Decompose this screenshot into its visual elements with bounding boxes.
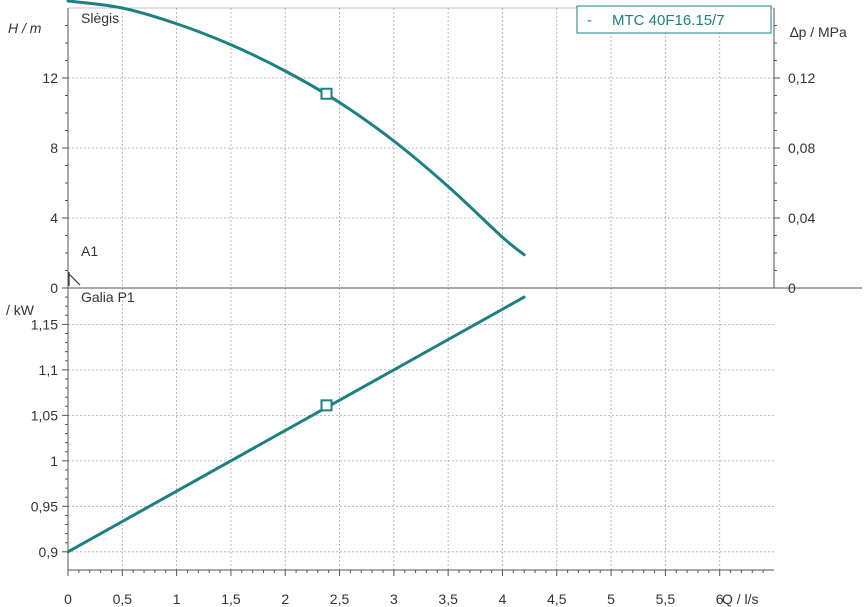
- head-duty-point-marker: [320, 87, 333, 100]
- head-ylabel-italic: H / m: [8, 20, 42, 36]
- x-tick-label: 1: [173, 591, 181, 607]
- x-tick-label: 4: [499, 591, 507, 607]
- head-y2-tick-label: 0: [788, 280, 796, 296]
- power-duty-point-marker: [320, 399, 333, 412]
- head-y-tick-label: 12: [42, 70, 58, 86]
- a1-corner-glyph: [68, 272, 81, 286]
- x-tick-label: 0: [64, 591, 72, 607]
- series-layer: [66, 0, 526, 554]
- power-y-tick-label: 1,05: [31, 407, 58, 423]
- power-y-tick-label: 1: [50, 453, 58, 469]
- head-y-tick-label: 8: [50, 140, 58, 156]
- head-y2-tick-label: 0,08: [788, 140, 815, 156]
- axis-layer: [62, 7, 862, 576]
- head-y-tick-label: 4: [50, 210, 58, 226]
- legend-label: MTC 40F16.15/7: [612, 12, 725, 29]
- x-tick-label: 1,5: [221, 591, 241, 607]
- x-tick-label: 6: [716, 591, 724, 607]
- power-ylabel: / kW: [6, 302, 35, 318]
- grid-layer: [68, 8, 774, 570]
- legend: - MTC 40F16.15/7: [576, 5, 772, 34]
- x-tick-label: 3: [390, 591, 398, 607]
- x-tick-label: 0,5: [113, 591, 133, 607]
- head-ylabel: H / m: [8, 20, 42, 36]
- power-y-tick-label: 0,9: [39, 544, 59, 560]
- power-panel-title: Galia P1: [81, 289, 135, 305]
- head-y2label: ∆p / MPa: [790, 24, 847, 40]
- head-y2-tick-label: 0,04: [788, 210, 815, 226]
- annotation-a1: A1: [81, 243, 98, 259]
- power-y-tick-label: 1,1: [39, 362, 59, 378]
- legend-box: [576, 5, 772, 34]
- power-curve: [66, 295, 526, 554]
- x-tick-label: 3,5: [438, 591, 458, 607]
- x-tick-label: 2,5: [330, 591, 350, 607]
- head-y-tick-label: 0: [50, 280, 58, 296]
- head-panel-title: Slėgis: [81, 10, 119, 26]
- x-axis-label: Q / l/s: [722, 591, 759, 607]
- head-y2-tick-label: 0,12: [788, 70, 815, 86]
- x-tick-label: 2: [281, 591, 289, 607]
- legend-marker: -: [587, 12, 592, 29]
- power-y-tick-label: 0,95: [31, 498, 58, 514]
- x-tick-label: 5,5: [656, 591, 676, 607]
- x-tick-label: 5: [607, 591, 615, 607]
- head-curve: [66, 0, 526, 257]
- power-y-tick-label: 1,15: [31, 316, 58, 332]
- x-tick-label: 4,5: [547, 591, 567, 607]
